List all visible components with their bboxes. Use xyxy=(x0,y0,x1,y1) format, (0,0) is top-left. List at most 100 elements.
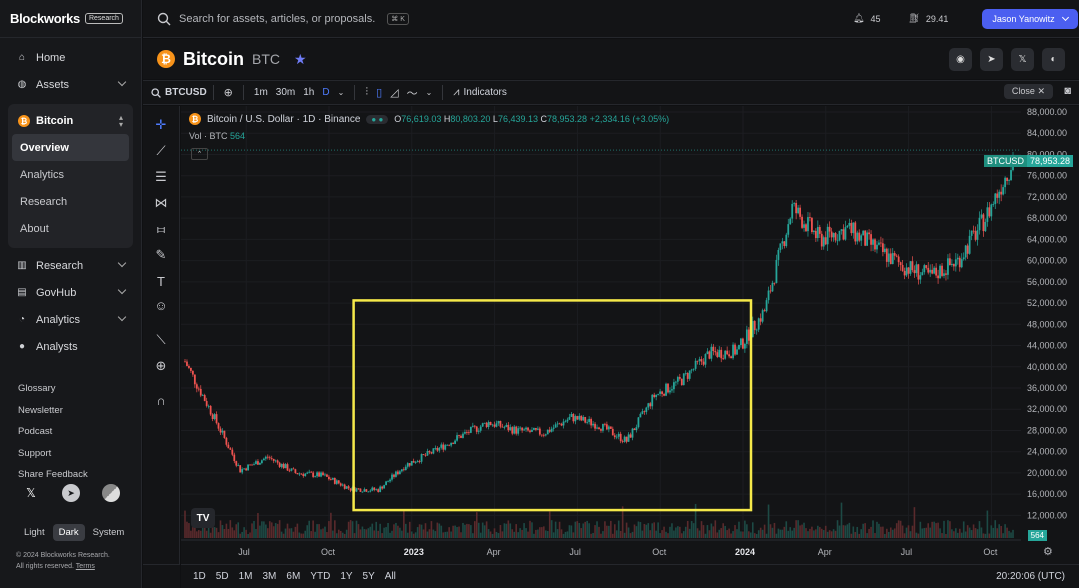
volume-bar xyxy=(527,531,529,538)
range-1m[interactable]: 1M xyxy=(238,571,253,582)
volume-bar xyxy=(893,528,896,538)
volume-bar xyxy=(430,521,433,538)
volume-bar xyxy=(507,520,510,538)
theme-system[interactable]: System xyxy=(92,527,125,538)
chevron-down-icon[interactable]: ⌄ xyxy=(425,88,433,97)
link-podcast[interactable]: Podcast xyxy=(18,426,53,438)
price-chart[interactable]: 88,000.00 84,000.00 80,000.00 76,000.00 72,0… xyxy=(181,106,1079,564)
symbol-search[interactable]: BTCUSD xyxy=(143,87,207,98)
sidebar-item-govhub[interactable]: ▤ GovHub xyxy=(8,279,133,306)
ruler-icon[interactable]: ⟍ xyxy=(156,332,166,347)
fib-lines-icon[interactable]: ☰ xyxy=(155,169,167,184)
search-input[interactable]: Search for assets, articles, or proposal… xyxy=(179,12,376,25)
candle-body xyxy=(1000,191,1003,195)
measure-lines-icon[interactable]: ⧦ xyxy=(156,221,166,236)
x-icon[interactable]: 𝕏 xyxy=(1011,48,1034,71)
sidebar-item-research[interactable]: Research xyxy=(20,195,68,208)
sidebar-item-analysts[interactable]: ● Analysts xyxy=(8,333,133,360)
volume-bar xyxy=(265,524,267,538)
telegram-icon[interactable]: ➤ xyxy=(980,48,1003,71)
user-menu-button[interactable]: Jason Yanowitz xyxy=(982,8,1078,29)
link-newsletter[interactable]: Newsletter xyxy=(18,404,63,416)
asset-selector[interactable]: ₿ Bitcoin ▴ ▾ xyxy=(12,108,129,134)
star-icon[interactable]: ★ xyxy=(294,50,307,67)
text-icon[interactable]: T xyxy=(157,273,165,289)
camera-icon[interactable]: ◙ xyxy=(1064,85,1071,97)
sidebar-item-research-section[interactable]: ▥ Research xyxy=(8,252,133,279)
candle-body xyxy=(671,389,673,391)
chart-canvas[interactable]: 88,000.00 84,000.00 80,000.00 76,000.00 72,0… xyxy=(181,106,1079,564)
x-icon[interactable]: 𝕏 xyxy=(26,486,36,500)
volume-bar xyxy=(619,530,622,538)
gas-value: 29.41 xyxy=(925,13,949,24)
main-nav: ⌂ Home ◍ Assets ₿ Bitcoin ▴ ▾ Overview An… xyxy=(0,38,141,360)
range-5y[interactable]: 5Y xyxy=(362,571,375,582)
range-ytd[interactable]: YTD xyxy=(310,571,331,582)
candle-body xyxy=(444,445,447,450)
theme-light[interactable]: Light xyxy=(24,527,45,538)
candle-body xyxy=(329,479,332,480)
indicators-button[interactable]: Indicators xyxy=(463,87,507,98)
sidebar-item-overview[interactable]: Overview xyxy=(12,134,129,161)
candle-body xyxy=(241,469,244,473)
candles-icon[interactable]: ▯ xyxy=(376,87,383,99)
sidebar-item-home[interactable]: ⌂ Home xyxy=(8,44,133,71)
range-1y[interactable]: 1Y xyxy=(340,571,353,582)
timeframe-1h[interactable]: 1h xyxy=(303,87,315,98)
volume-bar xyxy=(203,521,206,538)
zoom-icon[interactable]: ⊕ xyxy=(155,358,167,373)
candle-body xyxy=(270,458,273,459)
range-6m[interactable]: 6M xyxy=(286,571,301,582)
sidebar-item-analytics[interactable]: Analytics xyxy=(20,168,65,181)
gas-price[interactable]: ⛽︎ 29.41 xyxy=(908,13,948,24)
brand-logo[interactable]: Blockworks Research xyxy=(0,0,141,38)
candle-body xyxy=(690,369,693,371)
chevron-down-icon[interactable]: ⌄ xyxy=(337,88,345,97)
range-all[interactable]: All xyxy=(384,571,396,582)
sidebar-item-about[interactable]: About xyxy=(20,222,49,235)
brush-icon[interactable]: ✎ xyxy=(155,247,167,262)
emoji-icon[interactable]: ☺ xyxy=(154,297,168,313)
range-5d[interactable]: 5D xyxy=(215,571,229,582)
link-glossary[interactable]: Glossary xyxy=(18,383,56,395)
close-button[interactable]: Close ✕ xyxy=(1003,84,1053,99)
sidebar-item-analytics-section[interactable]: ◔ Analytics xyxy=(8,306,133,333)
volume-bar xyxy=(531,522,533,538)
pattern-icon[interactable]: ⋈ xyxy=(154,195,168,210)
github-icon[interactable]: ◐ xyxy=(1042,48,1065,71)
range-3m[interactable]: 3M xyxy=(262,571,277,582)
compare-plus-icon[interactable]: ⊕ xyxy=(223,87,233,99)
link-support[interactable]: Support xyxy=(18,447,52,459)
blockworks-icon[interactable] xyxy=(102,484,120,502)
tradingview-logo[interactable]: TV xyxy=(191,508,215,528)
sidebar-item-label: Home xyxy=(36,51,66,64)
area-icon[interactable]: ◿ xyxy=(390,87,399,99)
website-icon[interactable]: ◉ xyxy=(949,48,972,71)
indicators-icon: ⩘ xyxy=(453,86,460,98)
candle-body xyxy=(722,358,725,360)
crosshair-icon[interactable]: ✛ xyxy=(155,117,167,132)
candle-body xyxy=(562,421,565,426)
sidebar-item-assets[interactable]: ◍ Assets xyxy=(8,71,133,98)
candle-body xyxy=(430,452,433,454)
magnet-icon[interactable]: ∩ xyxy=(156,392,166,408)
terms-link[interactable]: Terms xyxy=(75,563,95,570)
collapse-legend-button[interactable]: ⌃ xyxy=(191,148,208,160)
candle-body xyxy=(314,476,317,478)
link-share-feedback[interactable]: Share Feedback xyxy=(18,469,88,481)
trend-line-icon[interactable]: ⟋ xyxy=(156,143,166,158)
timeframe-1m[interactable]: 1m xyxy=(253,87,268,98)
notifications[interactable]: 🔔︎ 45 xyxy=(853,13,880,24)
clock-utc[interactable]: 20:20:06 (UTC) xyxy=(996,571,1065,582)
bars-icon[interactable]: ⫶ xyxy=(365,86,369,98)
volume-bar xyxy=(215,527,218,538)
search-bar[interactable]: Search for assets, articles, or proposal… xyxy=(143,12,733,26)
timeframe-d[interactable]: D xyxy=(322,87,330,98)
legend-status-pill[interactable]: ● ● xyxy=(366,114,389,124)
timeframe-30m[interactable]: 30m xyxy=(275,87,296,98)
line-icon[interactable]: 〜 xyxy=(406,87,418,100)
theme-dark[interactable]: Dark xyxy=(52,524,85,541)
candle-body xyxy=(438,447,441,451)
telegram-icon[interactable]: ➤ xyxy=(62,484,80,502)
range-1d[interactable]: 1D xyxy=(193,571,206,582)
